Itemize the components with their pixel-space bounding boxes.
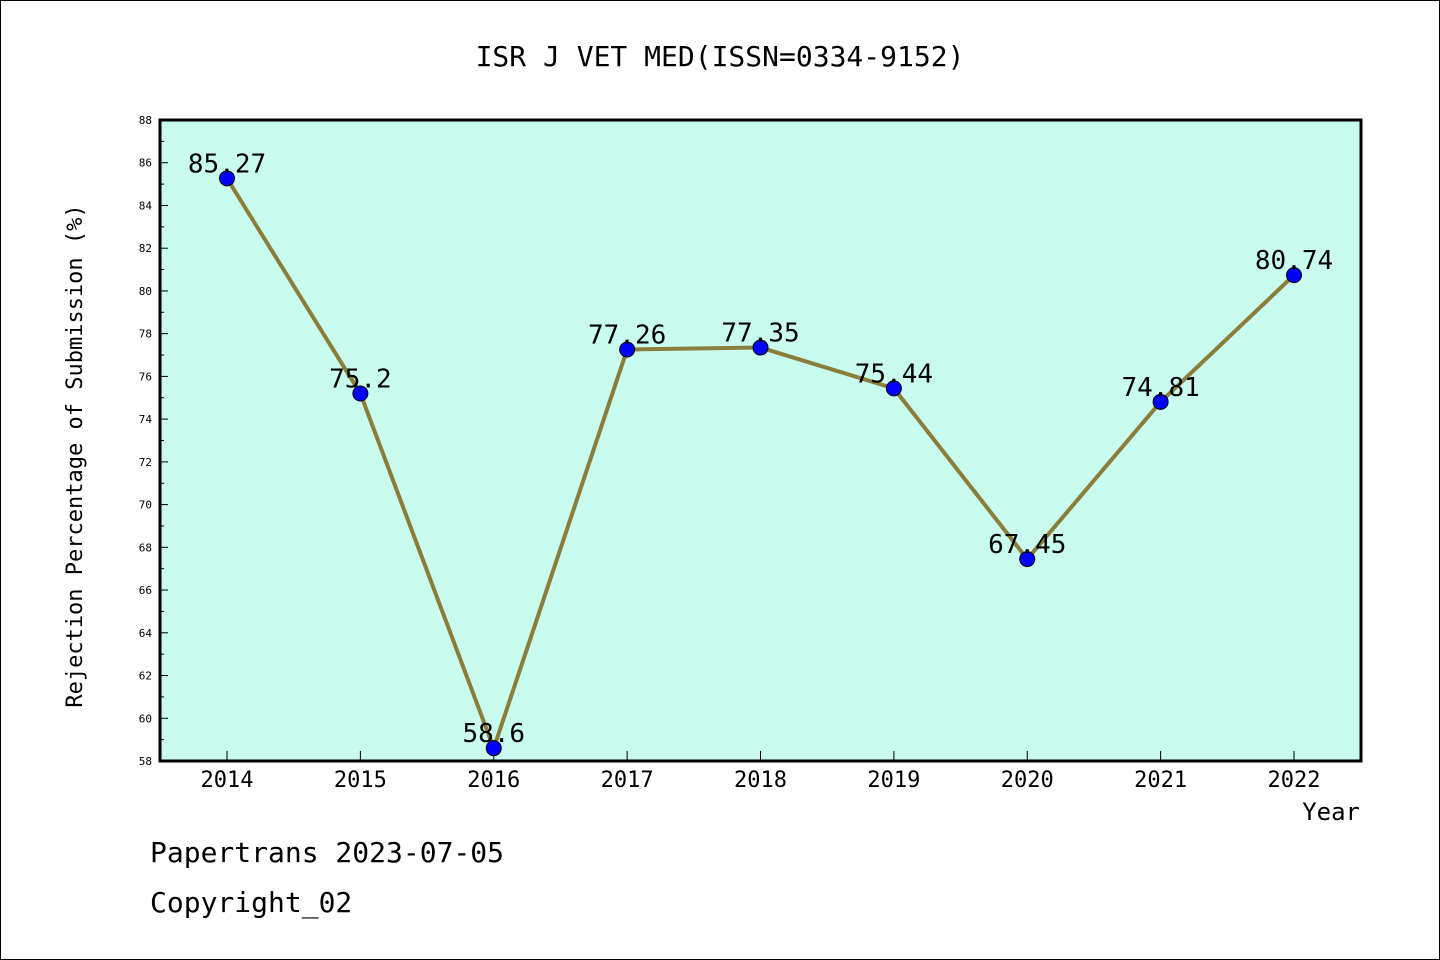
x-tick-label: 2020 xyxy=(1001,768,1054,793)
y-tick-label: 80 xyxy=(139,285,152,298)
data-label: 77.26 xyxy=(588,320,666,350)
series-line-group: 85.27 75.2 58.6 77.26 77.35 75.44 67.45 74.81 80… xyxy=(188,149,1333,757)
data-label: 58.6 xyxy=(462,719,525,749)
data-label: 75.44 xyxy=(855,359,933,389)
x-axis: 2014 2015 2016 2017 2018 2019 2020 2021 2022 xyxy=(201,751,1321,793)
y-tick-label: 60 xyxy=(139,712,152,725)
y-axis-label: Rejection Percentage of Submission (%) xyxy=(63,204,88,707)
y-tick-label: 88 xyxy=(139,114,152,127)
y-tick-label: 78 xyxy=(139,328,152,341)
y-tick-label: 72 xyxy=(139,456,152,469)
y-tick-label: 68 xyxy=(139,541,152,554)
data-point xyxy=(885,380,902,397)
x-tick-label: 2015 xyxy=(334,768,387,793)
data-point xyxy=(752,339,769,356)
y-tick-label: 76 xyxy=(139,370,152,383)
data-label: 80.74 xyxy=(1255,246,1333,276)
data-point xyxy=(1152,393,1169,410)
data-point xyxy=(619,341,636,358)
y-tick-label: 58 xyxy=(139,755,152,768)
y-tick-label: 84 xyxy=(139,199,153,212)
x-tick-label: 2022 xyxy=(1268,768,1321,793)
x-tick-label: 2016 xyxy=(467,768,520,793)
footer-date-text: Papertrans 2023-07-05 xyxy=(150,836,505,869)
plot-area xyxy=(158,118,1363,763)
y-tick-label: 82 xyxy=(139,242,152,255)
data-point xyxy=(1019,551,1036,568)
x-tick-label: 2018 xyxy=(734,768,787,793)
y-tick-label: 74 xyxy=(139,413,153,426)
y-tick-label: 62 xyxy=(139,670,152,683)
y-tick-label: 70 xyxy=(139,499,152,512)
data-label: 75.2 xyxy=(329,364,392,394)
data-label: 67.45 xyxy=(988,530,1066,560)
data-point xyxy=(485,740,502,757)
x-axis-label: Year xyxy=(1302,798,1360,826)
data-label: 77.35 xyxy=(721,319,799,349)
y-tick-label: 66 xyxy=(139,584,152,597)
data-point xyxy=(1286,267,1302,284)
chart-title: ISR J VET MED(ISSN=0334-9152) xyxy=(476,40,965,73)
footer-copyright-text: Copyright_02 xyxy=(150,886,353,919)
x-tick-label: 2014 xyxy=(201,768,254,793)
x-tick-label: 2019 xyxy=(867,768,920,793)
x-tick-label: 2021 xyxy=(1134,768,1187,793)
data-label: 85.27 xyxy=(188,149,266,179)
data-point xyxy=(219,170,235,187)
y-tick-label: 86 xyxy=(139,157,152,170)
data-point xyxy=(352,385,369,402)
data-label: 74.81 xyxy=(1121,373,1199,403)
y-axis: 58 60 62 64 66 68 70 72 74 76 78 80 82 84 86 88 xyxy=(139,114,168,768)
x-tick-label: 2017 xyxy=(601,768,654,793)
y-tick-label: 64 xyxy=(139,627,153,640)
